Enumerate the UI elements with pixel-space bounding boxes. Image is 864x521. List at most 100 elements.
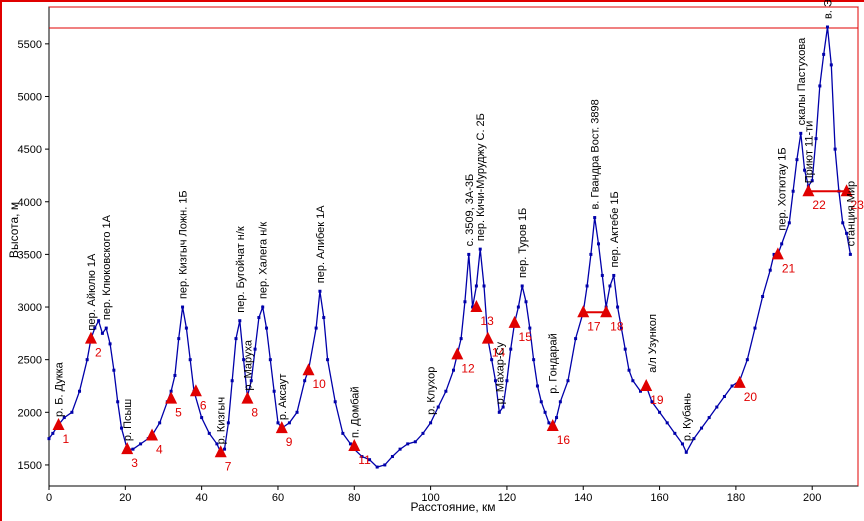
elevation-point xyxy=(524,300,528,304)
waypoint-label: р. Клухор xyxy=(426,367,438,415)
waypoint-number: 23 xyxy=(851,198,864,212)
elevation-point xyxy=(673,431,677,435)
waypoint-number: 13 xyxy=(480,314,494,328)
elevation-point xyxy=(97,319,101,323)
elevation-point xyxy=(226,421,230,425)
elevation-point xyxy=(295,410,299,414)
elevation-point xyxy=(574,337,578,341)
elevation-point xyxy=(463,300,467,304)
elevation-point xyxy=(528,326,532,330)
x-tick-label: 40 xyxy=(196,492,208,504)
waypoint-label: п. Домбай xyxy=(349,386,361,438)
elevation-point xyxy=(700,426,704,430)
elevation-point xyxy=(360,455,364,459)
label-layer: р. Б. Дукка пер. Айюлю 1А пер. Клюковского… xyxy=(54,0,858,444)
elevation-point xyxy=(406,442,410,446)
elevation-point xyxy=(627,368,631,372)
waypoint-number: 18 xyxy=(610,319,624,333)
elevation-point xyxy=(51,431,55,435)
x-tick-label: 100 xyxy=(421,492,439,504)
elevation-point xyxy=(684,450,688,454)
waypoint-number: 10 xyxy=(312,377,326,391)
elevation-point xyxy=(459,337,463,341)
elevation-point xyxy=(833,147,837,151)
waypoint-number: 12 xyxy=(461,361,475,375)
waypoint-number: 22 xyxy=(812,198,826,212)
waypoint-marker xyxy=(189,384,202,397)
elevation-point xyxy=(707,416,711,420)
elevation-point xyxy=(230,379,234,383)
waypoint-label: скалы Пастухова xyxy=(796,37,808,125)
elevation-point xyxy=(436,405,440,409)
elevation-point xyxy=(62,416,66,420)
elevation-point xyxy=(753,326,757,330)
elevation-point xyxy=(474,284,478,288)
waypoint-marker xyxy=(348,438,361,451)
x-tick-label: 180 xyxy=(727,492,745,504)
elevation-point xyxy=(272,389,276,393)
elevation-point xyxy=(768,268,772,272)
elevation-line xyxy=(48,26,852,468)
waypoint-label: р. Б. Дукка xyxy=(54,361,66,417)
elevation-point xyxy=(184,326,188,330)
y-tick-label: 5500 xyxy=(18,39,42,51)
waypoint-marker xyxy=(121,442,134,455)
waypoint-marker xyxy=(302,363,315,376)
elevation-point xyxy=(261,305,265,309)
waypoint-label: р. Псыш xyxy=(122,399,134,442)
elevation-point xyxy=(249,379,253,383)
elevation-point xyxy=(558,400,562,404)
elevation-point xyxy=(47,437,51,441)
elevation-point xyxy=(70,410,74,414)
waypoint-label: пер. Халега н/к xyxy=(258,222,270,299)
elevation-point xyxy=(532,358,536,362)
waypoint-number: 14 xyxy=(492,346,506,360)
elevation-point xyxy=(490,358,494,362)
y-tick-label: 1500 xyxy=(18,460,42,472)
waypoint-marker xyxy=(241,391,254,404)
waypoint-label: пер. Бугойчат н/к xyxy=(235,226,247,313)
waypoint-number: 11 xyxy=(358,453,371,467)
elevation-point xyxy=(326,358,330,362)
elevation-point xyxy=(158,421,162,425)
elevation-point xyxy=(444,389,448,393)
waypoint-label: станция Мир xyxy=(845,181,857,247)
waypoint-marker xyxy=(451,347,464,360)
waypoint-label: р. Гондарай xyxy=(548,333,560,394)
waypoint-number: 2 xyxy=(95,346,102,360)
elevation-point xyxy=(78,389,82,393)
elevation-point xyxy=(253,347,257,351)
elevation-point xyxy=(207,431,211,435)
elevation-point xyxy=(181,305,185,309)
elevation-point xyxy=(848,252,852,256)
waypoint-number: 7 xyxy=(225,459,232,473)
waypoint-marker xyxy=(640,378,653,391)
waypoint-marker xyxy=(840,184,853,197)
waypoint-label: с. 3509, 3А-3Б xyxy=(464,174,476,247)
elevation-point xyxy=(341,431,345,435)
waypoint-marker xyxy=(802,184,815,197)
waypoint-number: 21 xyxy=(782,261,796,275)
elevation-point xyxy=(543,410,547,414)
segment-layer xyxy=(583,190,847,314)
elevation-point xyxy=(772,252,776,256)
waypoint-label: пер. Айюлю 1А xyxy=(86,253,98,331)
waypoint-marker xyxy=(577,305,590,318)
elevation-point xyxy=(650,400,654,404)
elevation-point xyxy=(761,295,765,299)
elevation-point xyxy=(188,358,192,362)
elevation-point xyxy=(108,342,112,346)
waypoint-marker xyxy=(481,331,494,344)
waypoint-marker xyxy=(146,428,159,441)
elevation-point xyxy=(398,447,402,451)
elevation-point xyxy=(638,389,642,393)
waypoint-number: 15 xyxy=(519,330,533,344)
y-tick-label: 5000 xyxy=(18,91,42,103)
elevation-point xyxy=(169,389,173,393)
waypoint-label: в. Гвандра Вост. 3898 xyxy=(590,99,602,209)
x-tick-label: 80 xyxy=(348,492,360,504)
elevation-point xyxy=(619,326,623,330)
elevation-point xyxy=(322,316,326,320)
elevation-point xyxy=(318,289,322,293)
elevation-point xyxy=(810,179,814,183)
